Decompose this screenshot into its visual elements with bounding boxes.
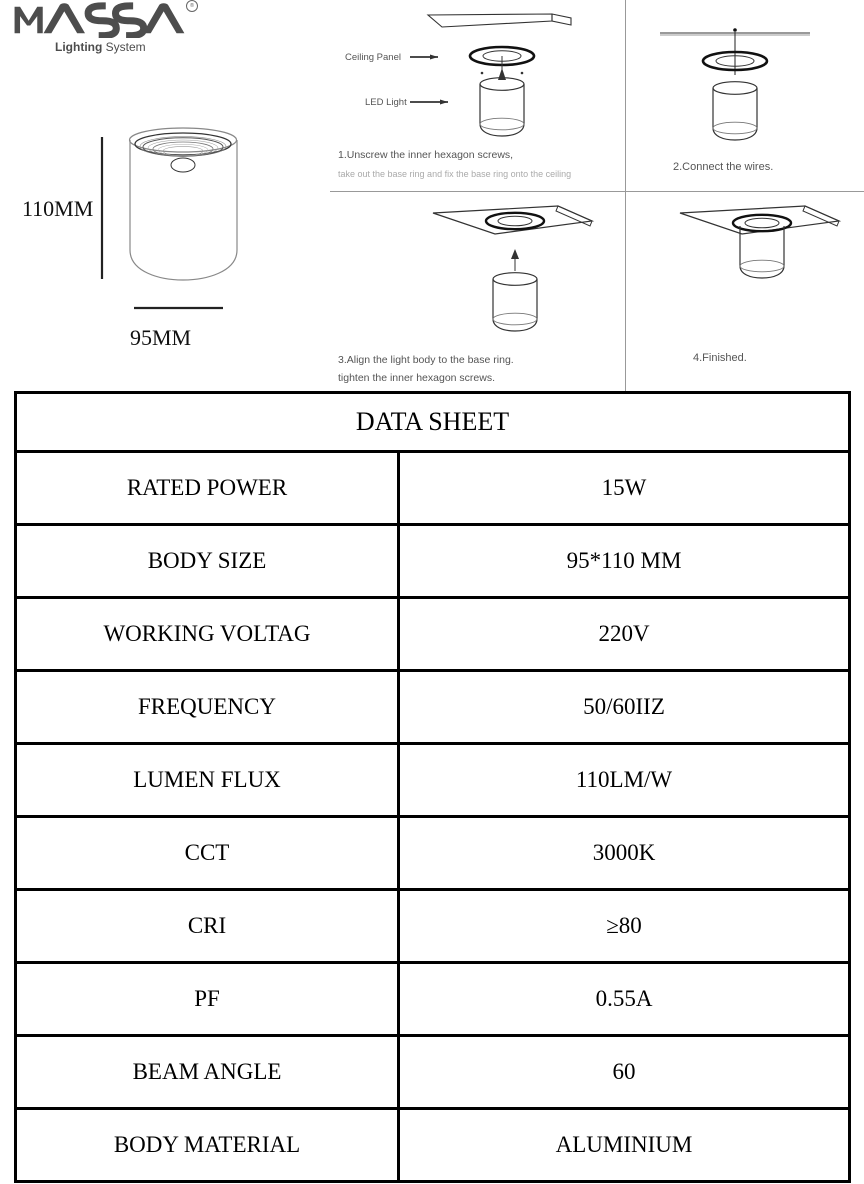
svg-text:110MM: 110MM (22, 196, 93, 221)
svg-text:1.Unscrew the inner hexagon sc: 1.Unscrew the inner hexagon screws, (338, 149, 513, 161)
svg-text:95MM: 95MM (130, 325, 191, 350)
svg-text:3.Align the light body to the: 3.Align the light body to the base ring. (338, 354, 514, 366)
svg-text:Ceiling Panel: Ceiling Panel (345, 52, 401, 63)
svg-text:2.Connect the wires.: 2.Connect the wires. (673, 161, 773, 173)
svg-text:LED Light: LED Light (365, 97, 407, 108)
svg-text:tighten the inner hexagon scre: tighten the inner hexagon screws. (338, 372, 495, 384)
svg-text:4.Finished.: 4.Finished. (693, 352, 747, 364)
svg-text:take out the base ring and fix: take out the base ring and fix the base … (338, 169, 571, 179)
